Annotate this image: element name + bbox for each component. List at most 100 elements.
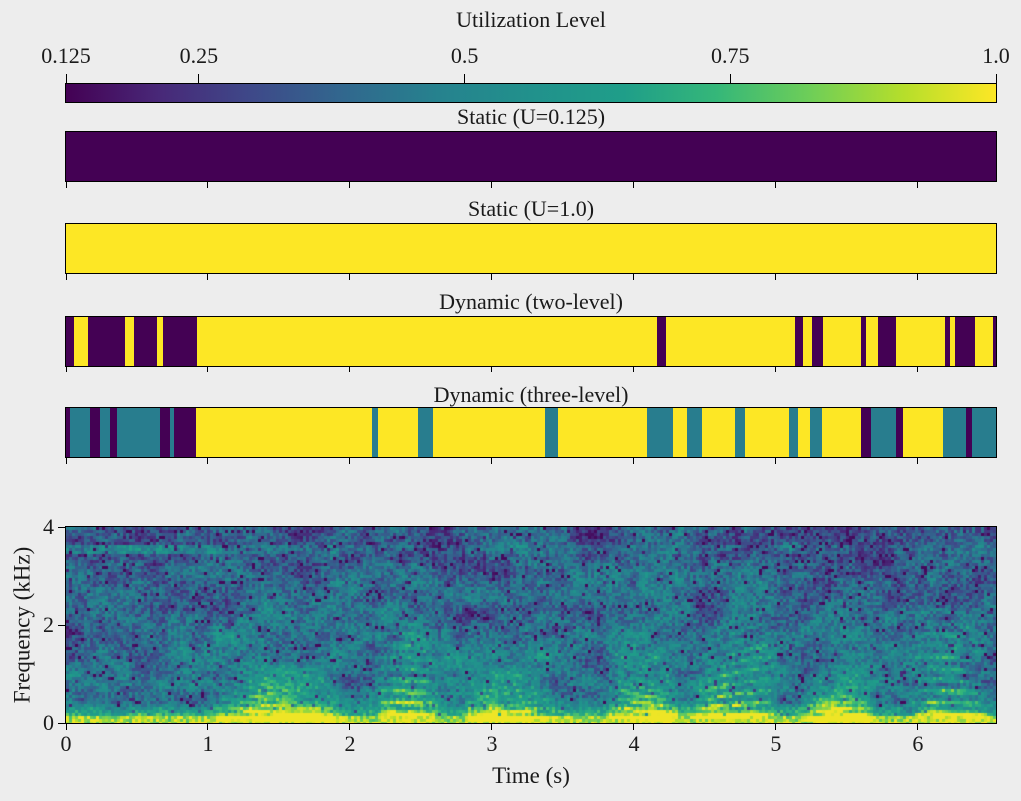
bar-segment	[903, 408, 943, 457]
bar-segment	[117, 408, 160, 457]
x-axis-tick-label: 3	[486, 731, 498, 756]
utilization-bar-dynamic-three-level	[65, 407, 997, 458]
bar-segment	[69, 408, 91, 457]
x-axis-label: Time (s)	[492, 763, 570, 788]
bar-axis-tick	[491, 274, 493, 280]
colorbar-tick	[729, 74, 731, 83]
bar-segment	[966, 408, 972, 457]
bar-segment	[971, 408, 996, 457]
bar-axis-tick	[207, 366, 209, 372]
x-axis-tick-label: 2	[344, 731, 356, 756]
bar-segment	[673, 408, 688, 457]
colorbar-tick-label: 0.25	[179, 43, 219, 68]
bar-segment	[66, 224, 996, 273]
y-axis-tick	[58, 722, 65, 724]
colorbar-tick	[198, 74, 200, 83]
x-axis-tick	[491, 724, 493, 730]
bar-segment	[417, 408, 434, 457]
bar-segment	[66, 317, 75, 366]
bar-segment	[100, 408, 110, 457]
bar-segment	[871, 408, 897, 457]
bar-axis-tick	[349, 274, 351, 280]
bar-segment	[109, 408, 118, 457]
x-axis-tick	[349, 724, 351, 730]
bar-segment	[197, 317, 657, 366]
bar-segment	[865, 317, 878, 366]
bar-segment	[974, 317, 994, 366]
bar-segment	[955, 317, 975, 366]
colorbar-title: Utilization Level	[456, 7, 606, 32]
bar-segment	[162, 317, 198, 366]
y-axis-tick-label: 0	[43, 710, 54, 735]
bar-axis-tick	[633, 274, 635, 280]
bar-axis-tick	[917, 182, 919, 188]
bar-segment	[544, 408, 558, 457]
colorbar-tick-label: 0.125	[41, 43, 91, 68]
x-axis-tick-label: 0	[60, 731, 72, 756]
bar-segment	[66, 132, 996, 181]
spectrogram-panel	[65, 526, 997, 724]
bar-axis-tick	[917, 458, 919, 464]
y-axis-tick-label: 2	[43, 612, 54, 637]
bar-axis-tick	[633, 182, 635, 188]
bar-segment	[196, 408, 372, 457]
utilization-bar-dynamic-two-level	[65, 316, 997, 367]
bar-segment	[433, 408, 545, 457]
bar-segment	[687, 408, 703, 457]
y-axis-label: Frequency (kHz)	[9, 546, 35, 704]
bar-axis-tick	[349, 182, 351, 188]
bar-segment	[557, 408, 648, 457]
x-axis-tick-label: 6	[912, 731, 924, 756]
bar-segment	[944, 317, 951, 366]
colorbar-tick	[65, 74, 67, 83]
bar-segment	[157, 317, 163, 366]
bar-segment	[896, 408, 903, 457]
panel-title-dynamic-three-level: Dynamic (three-level)	[433, 382, 629, 407]
bar-axis-tick	[349, 458, 351, 464]
panel-title-dynamic-two-level: Dynamic (two-level)	[439, 289, 623, 314]
bar-axis-tick	[775, 366, 777, 372]
bar-axis-tick	[917, 274, 919, 280]
bar-segment	[788, 408, 798, 457]
bar-segment	[861, 408, 872, 457]
colorbar	[65, 83, 997, 103]
bar-segment	[371, 408, 379, 457]
bar-axis-tick	[65, 182, 67, 188]
bar-axis-tick	[775, 458, 777, 464]
bar-segment	[822, 408, 862, 457]
bar-segment	[744, 408, 789, 457]
utilization-bar-static-low	[65, 131, 997, 182]
colorbar-tick-label: 1.0	[982, 43, 1010, 68]
bar-segment	[795, 317, 804, 366]
colorbar-tick	[995, 74, 997, 83]
bar-axis-tick	[633, 458, 635, 464]
bar-segment	[942, 408, 967, 457]
bar-axis-tick	[65, 274, 67, 280]
bar-axis-tick	[775, 274, 777, 280]
bar-axis-tick	[491, 458, 493, 464]
bar-segment	[811, 317, 824, 366]
bar-axis-tick	[207, 182, 209, 188]
bar-segment	[159, 408, 171, 457]
bar-axis-tick	[917, 366, 919, 372]
bar-segment	[656, 317, 666, 366]
bar-axis-tick	[349, 366, 351, 372]
bar-axis-tick	[491, 182, 493, 188]
utilization-bar-static-high	[65, 223, 997, 274]
bar-segment	[803, 317, 812, 366]
bar-segment	[702, 408, 735, 457]
bar-segment	[665, 317, 796, 366]
bar-segment	[896, 317, 945, 366]
panel-title-static-low: Static (U=0.125)	[456, 104, 606, 129]
y-axis-tick	[58, 526, 65, 528]
x-axis-tick-label: 1	[202, 731, 214, 756]
colorbar-gradient	[66, 84, 996, 102]
y-axis-tick-label: 4	[43, 514, 54, 539]
bar-segment	[950, 317, 956, 366]
x-axis-tick	[633, 724, 635, 730]
x-axis-tick	[917, 724, 919, 730]
bar-segment	[88, 317, 125, 366]
bar-axis-tick	[491, 366, 493, 372]
y-axis-tick	[58, 624, 65, 626]
colorbar-tick	[464, 74, 466, 83]
